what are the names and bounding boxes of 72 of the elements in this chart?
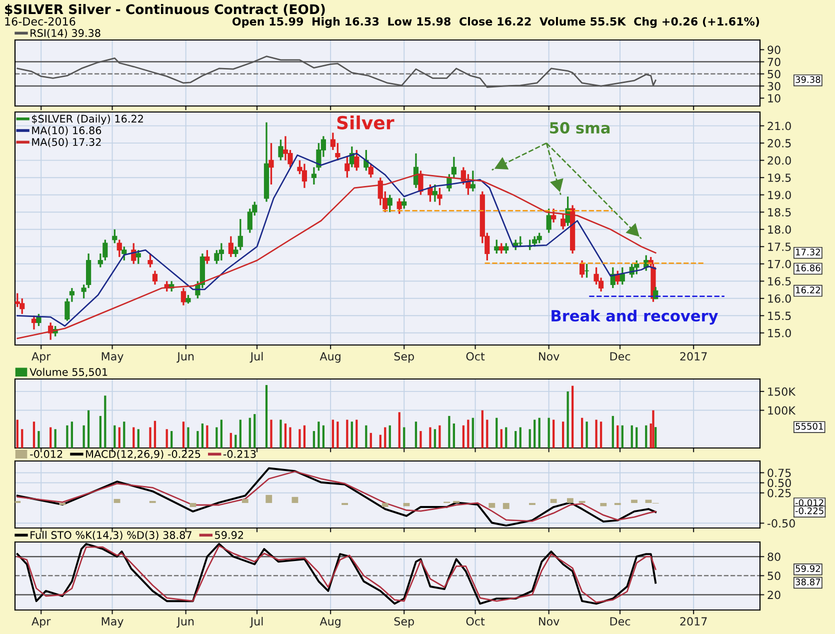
x-tick-label: Dec	[610, 352, 630, 361]
y-tick-label: 0.75	[768, 468, 791, 478]
y-tick-label: 17.5	[768, 242, 791, 251]
x-tick-label: Apr	[32, 352, 51, 363]
text: 55501	[796, 422, 823, 430]
x-tick-label: Oct	[466, 352, 485, 361]
x-tick-label: Oct	[466, 617, 485, 626]
y-tick-label: 100K	[768, 406, 796, 415]
chart-subtitle: 16-Dec-2016	[5, 17, 76, 26]
x-tick-label: Aug	[320, 352, 340, 363]
y-tick-label: 18.0	[768, 225, 791, 234]
x-tick-label: May	[102, 617, 124, 628]
x-tick-label: Dec	[610, 617, 630, 626]
y-tick-label: 150K	[768, 387, 796, 396]
y-tick-label: 0.25	[768, 488, 791, 498]
y-tick-label: 50	[768, 572, 780, 580]
y-tick-label: 50	[768, 70, 780, 78]
y-tick-label: 16.5	[768, 277, 791, 286]
legend-label: -0.012	[30, 450, 62, 458]
y-tick-label: 20	[768, 590, 780, 600]
annotation: 50 sma	[550, 122, 610, 134]
y-tick-label: 30	[768, 82, 780, 90]
y-tick-label: 21.0	[768, 122, 791, 130]
text: 39.38	[796, 76, 820, 83]
text: 38.87	[796, 578, 820, 586]
chart-title: $SILVER Silver - Continuous Contract (EOD)	[5, 4, 325, 16]
annotation: Break and recovery	[552, 310, 718, 325]
legend-label: MA(50) 17.32	[32, 138, 101, 148]
text: -0.012	[795, 499, 824, 506]
x-tick-label: Aug	[320, 617, 340, 628]
x-tick-label: Jun	[176, 352, 194, 363]
x-tick-label: Apr	[32, 617, 51, 628]
y-tick-label: 80	[768, 552, 780, 561]
x-tick-label: Jun	[176, 617, 194, 628]
y-tick-label: 90	[768, 46, 780, 54]
y-tick-label: 19.5	[768, 174, 791, 182]
legend-label: RSI(14) 39.38	[30, 28, 100, 38]
x-tick-label: 2017	[680, 352, 707, 361]
y-tick-label: 15.0	[768, 328, 791, 338]
x-tick-label: May	[102, 352, 124, 363]
y-tick-label: 10	[768, 94, 780, 103]
legend-label: 59.92	[215, 531, 244, 539]
y-tick-label: 15.5	[768, 312, 791, 320]
legend-label: MACD(12,26,9) -0.225	[86, 450, 200, 460]
text: 16.86	[796, 264, 820, 272]
x-tick-label: Sep	[394, 352, 414, 363]
y-tick-label: 20.0	[768, 156, 791, 165]
text: 17.32	[796, 248, 820, 256]
x-tick-label: Jul	[250, 616, 263, 628]
text: 59.92	[796, 565, 820, 572]
chart-title: Silver	[337, 115, 394, 130]
x-tick-label: Jul	[250, 352, 263, 363]
x-tick-label: Nov	[539, 352, 560, 361]
legend-label: Volume 55,501	[30, 368, 108, 378]
legend-label: -0.213	[223, 450, 256, 458]
text: Open 15.99 High 16.33 Low 15.98 Close 16.22 Volume 55.5K Chg +0.26 (+1.61%)	[232, 17, 760, 28]
y-tick-label: 17.0	[768, 260, 791, 268]
text: -0.225	[795, 507, 824, 514]
y-tick-label: -0.50	[767, 519, 795, 528]
legend-label: MA(10) 16.86	[32, 126, 102, 136]
legend-label: $SILVER (Daily) 16.22	[32, 114, 143, 125]
x-tick-label: Nov	[539, 617, 560, 626]
y-tick-label: 19.0	[768, 190, 791, 200]
y-tick-label: 0.50	[768, 478, 791, 488]
y-tick-label: 16.0	[768, 294, 791, 303]
x-tick-label: Sep	[394, 617, 414, 628]
y-tick-label: 70	[768, 58, 780, 66]
x-tick-label: 2017	[680, 617, 707, 626]
legend-label: Full STO %K(14,3) %D(3) 38.87	[30, 530, 192, 540]
y-tick-label: 20.5	[768, 139, 791, 148]
y-tick-label: 18.5	[768, 208, 791, 216]
text: 16.22	[796, 286, 820, 294]
